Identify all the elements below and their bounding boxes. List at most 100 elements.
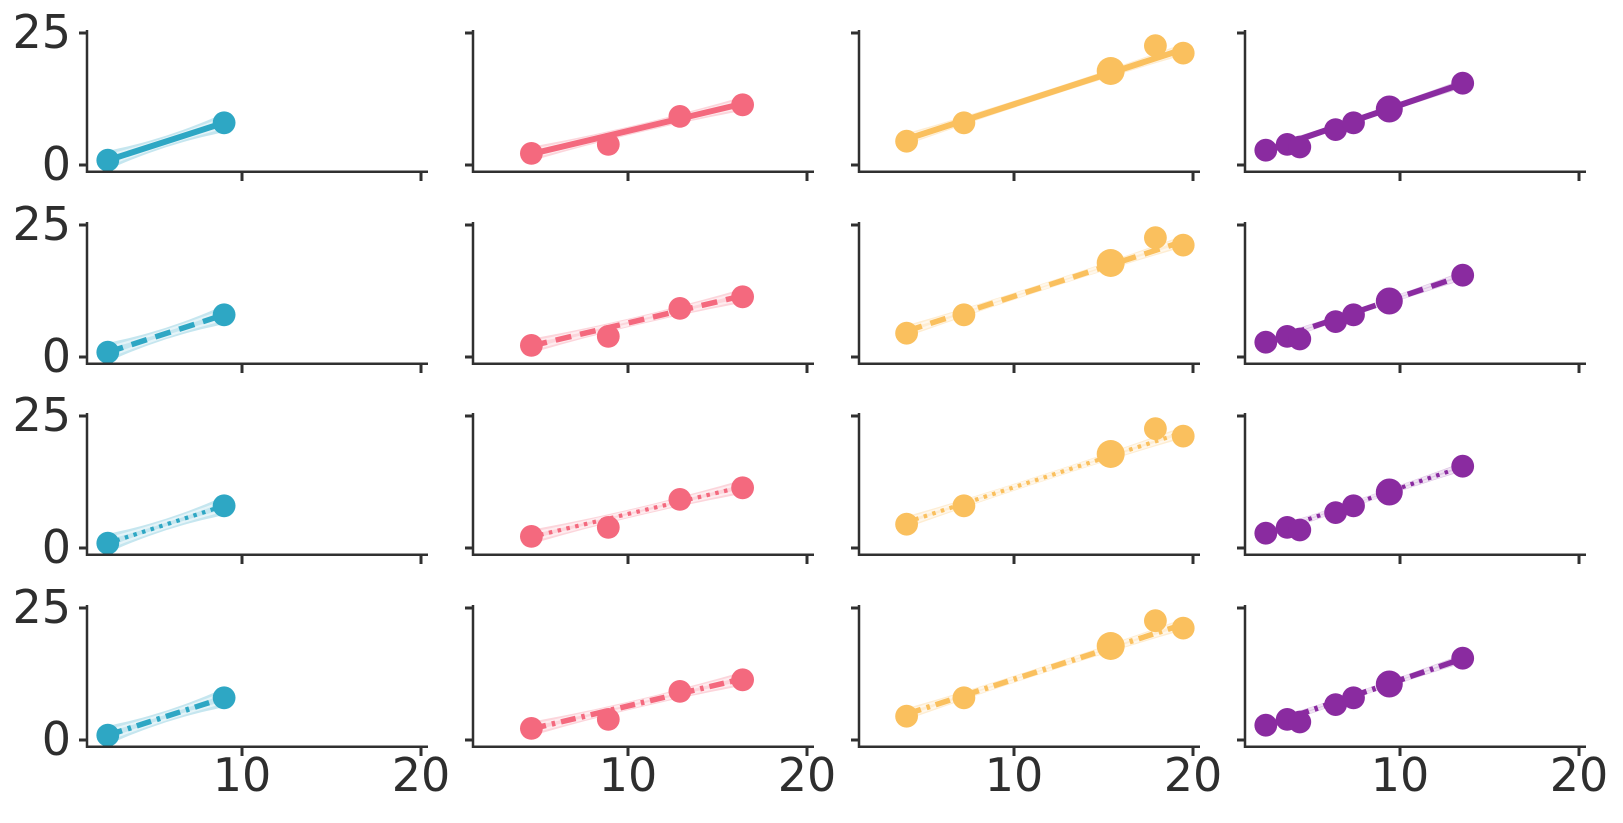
data-point-marker — [1324, 310, 1347, 333]
data-point-marker — [1324, 118, 1347, 141]
subplot-dotted-series-orange — [851, 413, 1200, 564]
data-point-marker — [952, 686, 976, 710]
data-point-marker — [96, 531, 120, 555]
data-point-marker — [1171, 41, 1195, 65]
axes-spines — [1243, 413, 1586, 556]
data-point-marker — [668, 297, 692, 320]
data-point-marker — [1375, 670, 1403, 698]
data-point-marker — [731, 668, 754, 692]
data-point-marker — [1144, 609, 1167, 633]
fit-line-solid — [530, 100, 744, 157]
data-point-marker — [731, 93, 754, 117]
data-point-marker — [596, 133, 620, 156]
subplot-dashdot-series-purple — [1237, 605, 1586, 756]
data-point-marker — [96, 723, 120, 747]
y-tick-label: 25 — [12, 5, 71, 59]
band-streak — [107, 691, 225, 732]
band-streak — [906, 237, 1184, 330]
data-point-marker — [895, 512, 918, 536]
data-point-marker — [1342, 303, 1365, 327]
data-point-marker — [1451, 646, 1475, 670]
axes-spines — [857, 222, 1200, 365]
fit-line-dashdot — [905, 621, 1185, 717]
data-point-marker — [1096, 57, 1125, 85]
data-point-marker — [212, 111, 236, 135]
x-tick-label: 20 — [1549, 748, 1609, 802]
axes-spines — [857, 605, 1200, 748]
y-tick-label: 0 — [41, 520, 71, 574]
subplot-dotted-series-cyan — [79, 413, 428, 564]
axes-spines — [471, 222, 814, 365]
data-point-marker — [596, 325, 620, 348]
data-point-marker — [1096, 249, 1125, 277]
data-point-marker — [1144, 34, 1167, 58]
data-point-marker — [1171, 616, 1195, 640]
data-point-marker — [596, 516, 620, 539]
axes-spines — [857, 413, 1200, 556]
axes-spines — [1243, 30, 1586, 173]
fit-line-dashed — [106, 312, 225, 355]
data-point-marker — [212, 494, 236, 518]
data-point-marker — [96, 340, 120, 364]
fit-line-solid — [905, 46, 1185, 142]
subplot-dashed-series-cyan — [79, 222, 428, 373]
axes-spines — [85, 222, 428, 365]
x-tick-label: 20 — [1163, 748, 1223, 802]
data-point-marker — [1171, 233, 1195, 257]
data-point-marker — [895, 129, 918, 153]
data-point-marker — [1451, 263, 1475, 287]
axes-spines — [85, 413, 428, 556]
subplot-dashed-series-purple — [1237, 222, 1586, 373]
fit-line-dashed — [530, 293, 744, 349]
x-tick-label: 10 — [1370, 748, 1430, 802]
data-point-marker — [1288, 518, 1312, 542]
subplot-solid-series-orange — [851, 30, 1200, 181]
band-streak — [906, 428, 1184, 521]
data-point-marker — [520, 142, 543, 165]
band-streak — [107, 499, 225, 540]
confidence-band — [531, 671, 743, 736]
data-point-marker — [1288, 135, 1312, 159]
y-tick-label: 25 — [12, 580, 71, 634]
x-tick-label: 20 — [777, 748, 837, 802]
data-point-marker — [952, 303, 976, 327]
data-point-marker — [895, 321, 918, 345]
data-point-marker — [212, 303, 236, 327]
data-point-marker — [895, 704, 918, 728]
data-point-marker — [731, 285, 754, 309]
data-point-marker — [1288, 710, 1312, 734]
fit-line-dotted — [530, 484, 744, 539]
data-point-marker — [596, 708, 620, 731]
axes-spines — [471, 30, 814, 173]
x-tick-label: 10 — [212, 748, 272, 802]
subplot-dotted-series-purple — [1237, 413, 1586, 564]
data-point-marker — [520, 717, 543, 740]
axes-spines — [85, 30, 428, 173]
subplot-solid-series-cyan — [79, 30, 428, 181]
data-point-marker — [1375, 95, 1403, 123]
subplot-dashdot-series-orange — [851, 605, 1200, 756]
data-point-marker — [1288, 327, 1312, 351]
y-tick-label: 0 — [41, 329, 71, 383]
data-point-marker — [1254, 521, 1278, 545]
subplot-solid-series-pink — [465, 30, 814, 181]
fit-line-solid — [106, 119, 226, 164]
data-point-marker — [1254, 330, 1278, 354]
data-point-marker — [731, 476, 754, 500]
data-point-marker — [1375, 478, 1403, 506]
data-point-marker — [1171, 424, 1195, 448]
subplot-dashdot-series-pink — [465, 605, 814, 756]
data-point-marker — [1144, 226, 1167, 250]
data-point-marker — [96, 148, 120, 172]
data-point-marker — [668, 105, 692, 128]
data-point-marker — [1451, 71, 1475, 95]
data-point-marker — [1096, 440, 1125, 468]
fit-line-dotted — [1265, 464, 1464, 536]
data-point-marker — [1342, 686, 1365, 710]
axes-spines — [85, 605, 428, 748]
axes-spines — [857, 30, 1200, 173]
x-tick-label: 10 — [984, 748, 1044, 802]
band-streak — [107, 701, 225, 742]
band-streak — [107, 509, 225, 550]
